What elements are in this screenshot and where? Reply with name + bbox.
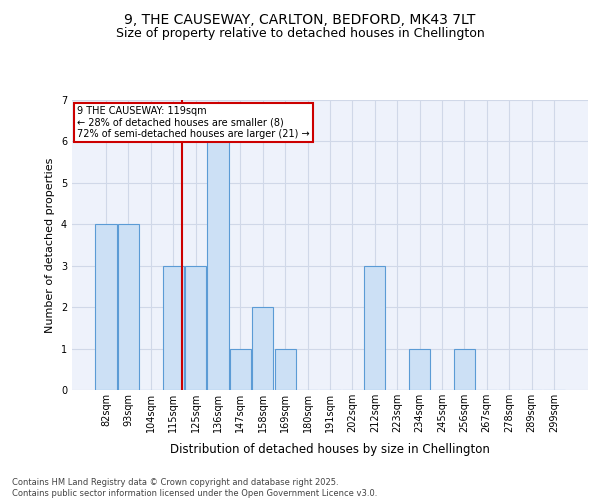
Text: 9 THE CAUSEWAY: 119sqm
← 28% of detached houses are smaller (8)
72% of semi-deta: 9 THE CAUSEWAY: 119sqm ← 28% of detached…: [77, 106, 310, 139]
Text: 9, THE CAUSEWAY, CARLTON, BEDFORD, MK43 7LT: 9, THE CAUSEWAY, CARLTON, BEDFORD, MK43 …: [124, 12, 476, 26]
Bar: [208, 142, 229, 390]
Bar: [163, 266, 184, 390]
Bar: [230, 348, 251, 390]
Bar: [409, 348, 430, 390]
Y-axis label: Number of detached properties: Number of detached properties: [46, 158, 55, 332]
Bar: [454, 348, 475, 390]
Bar: [118, 224, 139, 390]
Bar: [252, 307, 274, 390]
Bar: [275, 348, 296, 390]
Bar: [185, 266, 206, 390]
Text: Distribution of detached houses by size in Chellington: Distribution of detached houses by size …: [170, 442, 490, 456]
Bar: [95, 224, 117, 390]
Text: Size of property relative to detached houses in Chellington: Size of property relative to detached ho…: [116, 28, 484, 40]
Bar: [364, 266, 385, 390]
Text: Contains HM Land Registry data © Crown copyright and database right 2025.
Contai: Contains HM Land Registry data © Crown c…: [12, 478, 377, 498]
